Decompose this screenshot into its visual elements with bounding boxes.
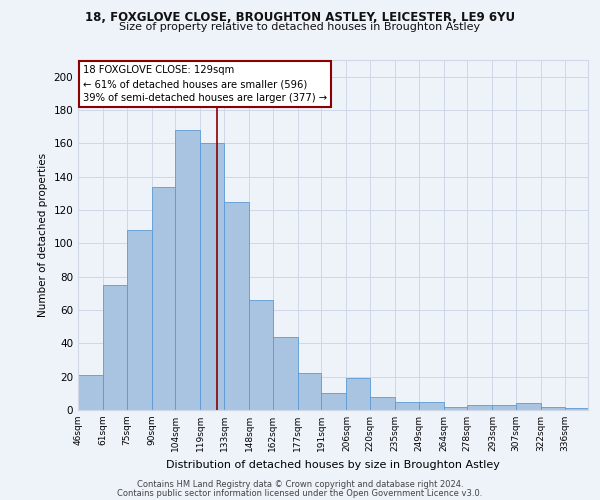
- Bar: [272, 336, 298, 410]
- Text: Size of property relative to detached houses in Broughton Astley: Size of property relative to detached ho…: [119, 22, 481, 32]
- Bar: [175, 130, 200, 410]
- Bar: [346, 378, 370, 410]
- Bar: [565, 408, 588, 410]
- Bar: [419, 402, 444, 410]
- Bar: [493, 405, 516, 410]
- Text: 18 FOXGLOVE CLOSE: 129sqm
← 61% of detached houses are smaller (596)
39% of semi: 18 FOXGLOVE CLOSE: 129sqm ← 61% of detac…: [83, 66, 327, 104]
- Text: Contains public sector information licensed under the Open Government Licence v3: Contains public sector information licen…: [118, 489, 482, 498]
- Bar: [467, 405, 493, 410]
- X-axis label: Distribution of detached houses by size in Broughton Astley: Distribution of detached houses by size …: [166, 460, 500, 469]
- Bar: [200, 144, 224, 410]
- Bar: [444, 406, 467, 410]
- Bar: [370, 396, 395, 410]
- Bar: [321, 394, 346, 410]
- Text: 18, FOXGLOVE CLOSE, BROUGHTON ASTLEY, LEICESTER, LE9 6YU: 18, FOXGLOVE CLOSE, BROUGHTON ASTLEY, LE…: [85, 11, 515, 24]
- Bar: [224, 202, 249, 410]
- Y-axis label: Number of detached properties: Number of detached properties: [38, 153, 48, 317]
- Text: Contains HM Land Registry data © Crown copyright and database right 2024.: Contains HM Land Registry data © Crown c…: [137, 480, 463, 489]
- Bar: [78, 375, 103, 410]
- Bar: [516, 404, 541, 410]
- Bar: [103, 285, 127, 410]
- Bar: [152, 186, 175, 410]
- Bar: [249, 300, 272, 410]
- Bar: [395, 402, 419, 410]
- Bar: [298, 374, 321, 410]
- Bar: [127, 230, 152, 410]
- Bar: [541, 406, 565, 410]
